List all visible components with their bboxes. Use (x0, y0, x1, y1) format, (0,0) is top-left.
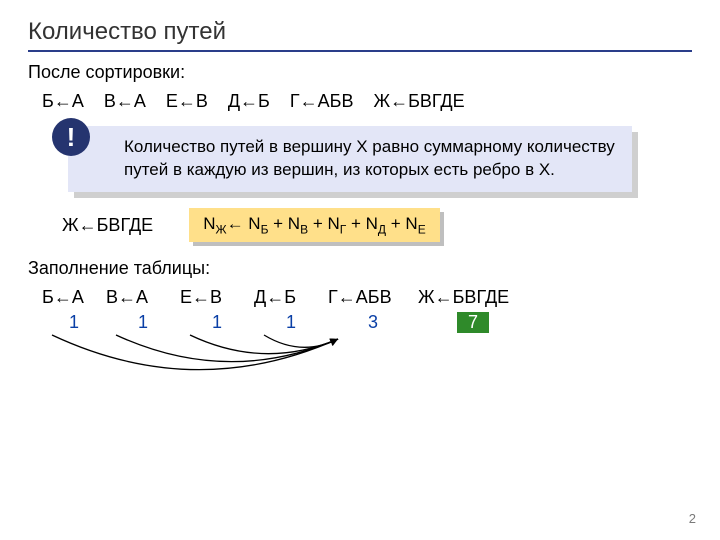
value-cell: 1 (42, 312, 106, 333)
dep-item: Ж←БВГДЕ (373, 91, 464, 112)
rule-text: Количество путей в вершину X равно сумма… (68, 126, 632, 192)
arrows-svg (42, 333, 602, 393)
rule-box: Количество путей в вершину X равно сумма… (68, 126, 632, 192)
dep-item: В←А (104, 91, 146, 112)
dep-item: Д←Б (228, 91, 270, 112)
dep-item: Б←А (42, 91, 84, 112)
deps-row-bottom: Б←АВ←АЕ←ВД←БГ←АБВЖ←БВГДЕ (42, 287, 692, 308)
value-cell: 7 (418, 312, 528, 333)
value-highlight: 7 (457, 312, 489, 333)
value-cell: 1 (106, 312, 180, 333)
fill-label: Заполнение таблицы: (28, 258, 692, 279)
deps-row-top: Б←А В←А Е←В Д←Б Г←АБВ Ж←БВГДЕ (42, 91, 692, 112)
formula-box: NЖ← NБ + NВ + NГ + NД + NЕ (189, 208, 440, 242)
value-cell: 1 (180, 312, 254, 333)
dep-item: Е←В (166, 91, 208, 112)
fill-area: Б←АВ←АЕ←ВД←БГ←АБВЖ←БВГДЕ 111137 (42, 287, 692, 333)
dep-item: Ж←БВГДЕ (418, 287, 528, 308)
dep-item: Г←АБВ (290, 91, 354, 112)
dep-item: Б←А (42, 287, 106, 308)
slide: Количество путей После сортировки: Б←АВ←… (0, 0, 720, 540)
page-title: Количество путей (28, 18, 692, 52)
value-cell: 3 (328, 312, 418, 333)
arrow-path (264, 335, 338, 347)
formula-text: NЖ← NБ + NВ + NГ + NД + NЕ (189, 208, 440, 242)
exclamation-icon: ! (52, 118, 90, 156)
value-cell: 1 (254, 312, 328, 333)
dep-item: Е←В (180, 287, 254, 308)
arrow-path (52, 335, 338, 370)
arrow-path (190, 335, 338, 354)
formula-row: Ж←БВГДЕ NЖ← NБ + NВ + NГ + NД + NЕ (62, 208, 692, 242)
dep-item: В←А (106, 287, 180, 308)
dep-item: Г←АБВ (328, 287, 418, 308)
dep-item: Д←Б (254, 287, 328, 308)
after-sort-label: После сортировки: (28, 62, 692, 83)
page-number: 2 (689, 511, 696, 526)
formula-source: Ж←БВГДЕ (62, 215, 153, 236)
values-row: 111137 (42, 312, 692, 333)
